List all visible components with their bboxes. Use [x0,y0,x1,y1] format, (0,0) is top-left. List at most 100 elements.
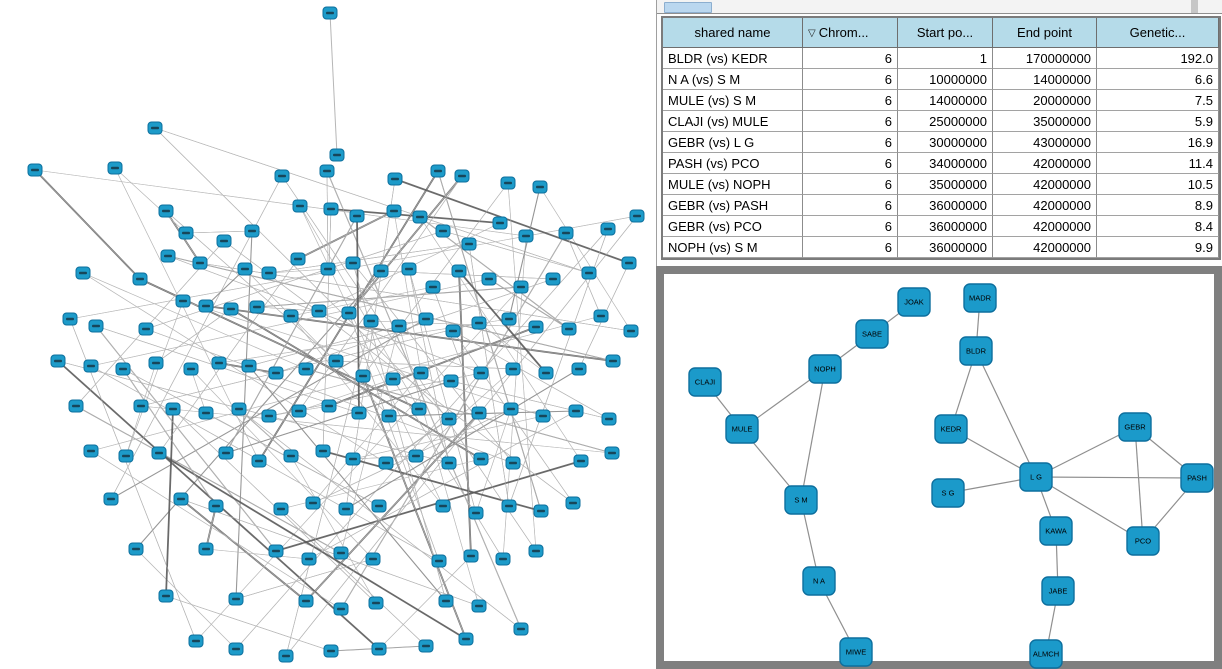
network-edge [114,167,187,234]
network-edge [348,312,440,562]
network-edge [290,315,444,507]
table-row[interactable]: MULE (vs) NOPH 6 35000000 42000000 10.5 [663,174,1219,195]
column-header[interactable]: Genetic... [1097,18,1219,48]
node-label-glyph [202,411,210,415]
network-node[interactable] [1180,463,1214,493]
value-cell: 20000000 [993,90,1097,111]
network-node[interactable] [855,319,889,349]
node-label-glyph [537,509,545,513]
value-cell: 6 [803,195,898,216]
network-node[interactable] [688,367,722,397]
network-node[interactable] [959,336,993,366]
network-edge [238,408,292,457]
node-label-glyph [455,269,463,273]
table-row[interactable]: CLAJI (vs) MULE 6 25000000 35000000 5.9 [663,111,1219,132]
node-label-glyph [422,317,430,321]
network-node[interactable] [839,637,873,667]
column-header[interactable]: End point [993,18,1097,48]
network-edge [290,455,377,604]
scrollbar-thumb[interactable] [664,2,712,13]
node-label-glyph [485,277,493,281]
network-edge [378,555,472,650]
value-cell: 6 [803,69,898,90]
node-label-glyph [227,307,235,311]
node-label-glyph [287,454,295,458]
node-label-glyph [633,214,641,218]
node-label-glyph [66,317,74,321]
table-row[interactable]: MULE (vs) S M 6 14000000 20000000 7.5 [663,90,1219,111]
column-header[interactable]: ▽ Chrom... [803,18,898,48]
network-node[interactable] [1039,516,1073,546]
value-cell: 192.0 [1097,48,1219,69]
node-label-glyph [522,234,530,238]
network-node[interactable] [1041,576,1075,606]
node-label: SABE [862,330,882,339]
node-label-glyph [517,285,525,289]
node-label-glyph [255,459,263,463]
node-label-glyph [235,407,243,411]
column-header[interactable]: shared name [663,18,803,48]
network-node[interactable] [725,414,759,444]
node-label: ALMCH [1033,650,1059,659]
network-edge [488,278,570,330]
node-label: MIWE [846,648,866,657]
node-label: MADR [969,294,992,303]
node-label-glyph [472,511,480,515]
table-row[interactable]: PASH (vs) PCO 6 34000000 42000000 11.4 [663,153,1219,174]
filter-icon[interactable]: ▽ [808,28,816,39]
node-label-glyph [505,317,513,321]
table-horizontal-scrollbar[interactable] [657,0,1222,14]
value-cell: 6 [803,153,898,174]
value-cell: 35000000 [993,111,1097,132]
network-node[interactable] [1029,639,1063,669]
node-label-glyph [532,325,540,329]
node-label-glyph [169,407,177,411]
network-node[interactable] [931,478,965,508]
value-cell: 8.9 [1097,195,1219,216]
network-edge [155,308,232,364]
table-row[interactable]: N A (vs) S M 6 10000000 14000000 6.6 [663,69,1219,90]
column-header[interactable]: Start po... [898,18,993,48]
node-label-glyph [137,404,145,408]
node-label-glyph [569,501,577,505]
node-label-glyph [309,501,317,505]
node-label-glyph [391,177,399,181]
table-row[interactable]: NOPH (vs) S M 6 36000000 42000000 9.9 [663,237,1219,258]
network-edge [82,272,307,370]
node-label: CLAJI [695,378,715,387]
network-edge [800,368,826,501]
subnetwork-canvas[interactable]: JOAK SABE NOPH CLAJI MULE S M N A MIWE MADR BLDR K… [672,282,1222,669]
node-label-glyph [536,185,544,189]
node-label-glyph [342,507,350,511]
overview-network-canvas[interactable] [0,0,655,669]
network-node[interactable] [897,287,931,317]
network-node[interactable] [934,414,968,444]
network-node[interactable] [1118,412,1152,442]
table-row[interactable]: GEBR (vs) PCO 6 36000000 42000000 8.4 [663,216,1219,237]
node-label: S G [942,489,955,498]
network-node[interactable] [1126,526,1160,556]
network-node[interactable] [963,283,997,313]
value-cell: 6 [803,237,898,258]
table-row[interactable]: BLDR (vs) KEDR 6 1 170000000 192.0 [663,48,1219,69]
network-edge [90,315,602,452]
node-label-glyph [323,169,331,173]
node-label-glyph [382,461,390,465]
network-node[interactable] [802,566,836,596]
network-node[interactable] [784,485,818,515]
network-edge [256,306,320,312]
edge-name-cell: GEBR (vs) PCO [663,216,803,237]
network-edge [154,127,590,274]
network-node[interactable] [808,354,842,384]
node-label-glyph [325,404,333,408]
node-label-glyph [87,364,95,368]
network-edge [122,368,217,507]
node-label: PCO [1135,537,1151,546]
table-row[interactable]: GEBR (vs) L G 6 30000000 43000000 16.9 [663,132,1219,153]
network-node[interactable] [1019,462,1053,492]
table-row[interactable]: GEBR (vs) PASH 6 36000000 42000000 8.9 [663,195,1219,216]
value-cell: 6 [803,111,898,132]
node-label-glyph [367,319,375,323]
node-label-glyph [496,221,504,225]
